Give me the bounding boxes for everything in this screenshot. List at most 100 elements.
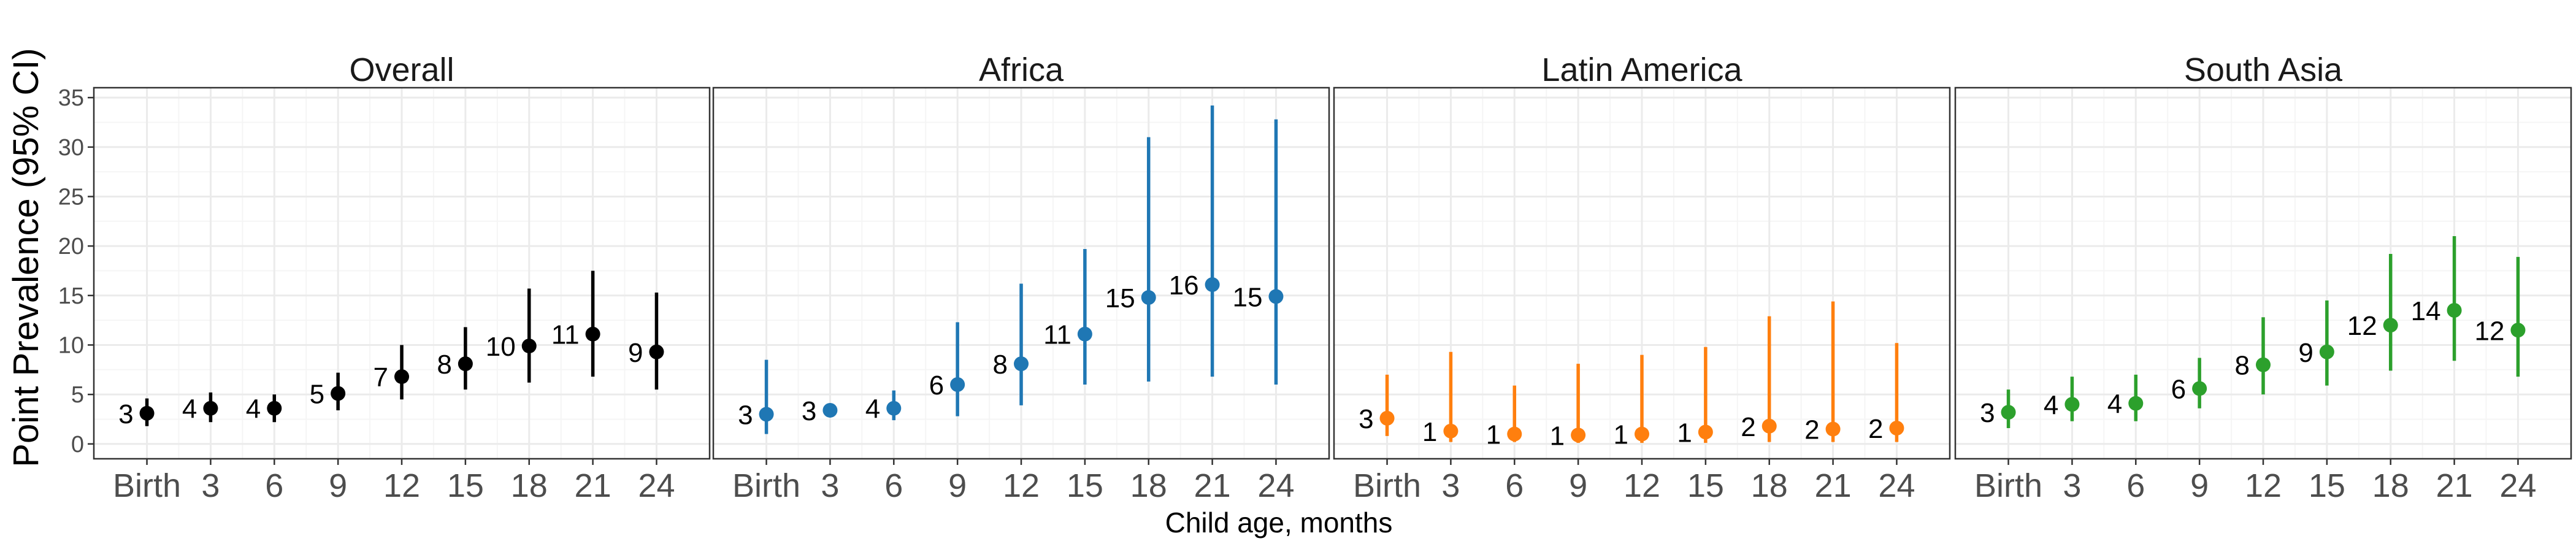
- data-point: [458, 356, 473, 372]
- panel-title: Africa: [979, 52, 1064, 88]
- data-label: 2: [1868, 414, 1883, 444]
- data-point: [822, 402, 838, 418]
- data-label: 4: [246, 394, 261, 424]
- panel-title: Latin America: [1541, 52, 1742, 88]
- data-point: [1635, 426, 1649, 442]
- y-tick-label: 20: [58, 234, 84, 259]
- x-tick-label: 6: [884, 467, 903, 504]
- data-point: [1205, 277, 1220, 293]
- data-label: 15: [1232, 282, 1262, 312]
- x-tick-label: 18: [511, 467, 548, 504]
- data-label: 5: [310, 380, 324, 410]
- data-label: 15: [1105, 283, 1135, 313]
- x-tick-label: Birth: [732, 467, 800, 504]
- data-point: [2001, 405, 2016, 420]
- x-tick-label: 21: [575, 467, 611, 504]
- data-label: 9: [628, 338, 643, 368]
- x-tick-label: 24: [638, 467, 675, 504]
- data-label: 16: [1169, 270, 1199, 301]
- data-point: [521, 339, 537, 354]
- data-point: [1141, 290, 1156, 305]
- x-tick-label: 3: [201, 467, 220, 504]
- data-point: [1014, 356, 1029, 372]
- y-tick-label: 30: [58, 135, 84, 161]
- data-point: [2192, 381, 2207, 396]
- data-label: 7: [374, 362, 388, 393]
- data-label: 12: [2474, 316, 2504, 346]
- data-point: [1698, 424, 1713, 440]
- data-label: 3: [1359, 404, 1373, 434]
- data-point: [2447, 303, 2462, 318]
- data-label: 10: [486, 332, 516, 362]
- data-point: [1379, 410, 1395, 426]
- x-tick-label: 24: [1878, 467, 1915, 504]
- y-axis-title: Point Prevalence (95% CI): [6, 48, 46, 467]
- data-label: 3: [1980, 398, 1995, 428]
- data-label: 3: [738, 400, 753, 430]
- data-point: [331, 386, 346, 401]
- x-tick-label: 18: [1751, 467, 1788, 504]
- x-tick-label: 21: [2436, 467, 2473, 504]
- data-point: [1443, 423, 1459, 439]
- data-label: 2: [1741, 412, 1755, 442]
- x-tick-label: 9: [1569, 467, 1587, 504]
- data-point: [1889, 420, 1904, 435]
- data-label: 6: [929, 370, 944, 401]
- data-point: [2128, 396, 2144, 411]
- x-tick-label: 18: [2372, 467, 2409, 504]
- data-label: 11: [551, 320, 580, 350]
- x-tick-label: 15: [1067, 467, 1103, 504]
- data-point: [950, 377, 965, 392]
- data-point: [1761, 418, 1777, 434]
- x-tick-label: 3: [2063, 467, 2081, 504]
- data-label: 3: [118, 399, 133, 429]
- data-label: 11: [1043, 320, 1071, 350]
- x-tick-label: 3: [821, 467, 839, 504]
- data-point: [1268, 289, 1284, 304]
- data-point: [139, 405, 155, 421]
- data-label: 8: [2235, 351, 2250, 381]
- panel-title: South Asia: [2184, 52, 2343, 88]
- data-point: [1825, 421, 1841, 437]
- data-label: 4: [182, 394, 197, 424]
- x-tick-label: 15: [1687, 467, 1724, 504]
- panel-overall: 3 4 4 5 7 8 10 11 9 Overall Birth 3 6 9 12 15 18 21 24: [93, 52, 711, 504]
- x-tick-label: 18: [1130, 467, 1167, 504]
- data-label: 1: [1550, 421, 1565, 451]
- x-tick-label: 21: [1194, 467, 1231, 504]
- x-tick-label: 6: [1505, 467, 1524, 504]
- data-label: 8: [993, 350, 1008, 380]
- x-tick-label: 9: [2190, 467, 2209, 504]
- x-tick-label: 15: [447, 467, 484, 504]
- x-tick-label: 9: [948, 467, 967, 504]
- data-label: 6: [2171, 374, 2186, 404]
- data-point: [2064, 397, 2080, 412]
- data-point: [2383, 318, 2398, 333]
- x-tick-label: 9: [329, 467, 347, 504]
- data-label: 4: [865, 394, 880, 424]
- data-label: 1: [1677, 418, 1692, 448]
- data-point: [394, 369, 409, 385]
- x-tick-label: 3: [1441, 467, 1460, 504]
- data-label: 4: [2044, 390, 2058, 420]
- x-tick-label: 12: [383, 467, 420, 504]
- x-tick-label: 15: [2309, 467, 2345, 504]
- y-tick-label: 0: [71, 432, 84, 458]
- data-point: [759, 407, 774, 422]
- x-tick-label: Birth: [1974, 467, 2042, 504]
- y-tick-label: 35: [58, 85, 84, 111]
- data-label: 12: [2347, 311, 2377, 341]
- data-label: 3: [802, 396, 816, 426]
- y-tick-label: 15: [58, 283, 84, 309]
- x-tick-label: 6: [265, 467, 283, 504]
- data-point: [1571, 427, 1586, 443]
- data-label: 8: [437, 350, 451, 380]
- y-tick-label: 10: [58, 332, 84, 358]
- data-point: [2510, 323, 2526, 338]
- y-tick-label: 25: [58, 184, 84, 210]
- y-tick-label: 5: [71, 382, 84, 408]
- data-point: [585, 326, 600, 342]
- data-point: [1077, 326, 1092, 342]
